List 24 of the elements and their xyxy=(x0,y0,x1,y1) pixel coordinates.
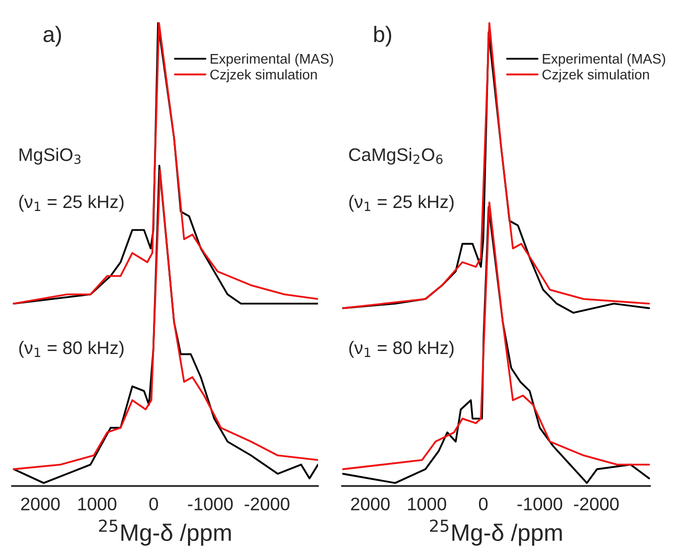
x-tick-label: 2000 xyxy=(351,498,390,510)
x-tick-label: 1000 xyxy=(408,498,446,510)
x-tick-label: 0 xyxy=(478,498,488,510)
legend-label: Czjzek simulation xyxy=(542,69,649,82)
x-tick-label: -1000 xyxy=(518,498,562,510)
x-tick-label: -2000 xyxy=(574,498,619,510)
x-tick-label: 1000 xyxy=(78,498,116,510)
annotation: (ν$_{1}$ = 80 kHz) xyxy=(349,340,454,358)
legend-label: Czjzek simulation xyxy=(210,69,317,82)
annotation: CaMgSi$_{2}$O$_{6}$ xyxy=(349,148,443,165)
x-axis-title: $^{25}$Mg-δ /ppm xyxy=(430,520,562,546)
annotation: MgSiO$_{3}$ xyxy=(20,148,80,165)
x-tick-label: 0 xyxy=(149,498,158,510)
x-axis-title: $^{25}$Mg-δ /ppm xyxy=(99,520,231,546)
annotation: b) xyxy=(374,26,392,47)
x-tick-label: -2000 xyxy=(244,498,290,510)
annotation: (ν$_{1}$ = 25 kHz) xyxy=(349,194,454,212)
annotation: a) xyxy=(44,26,61,47)
legend-label: Experimental (MAS) xyxy=(542,54,666,66)
x-tick-label: -1000 xyxy=(188,498,233,510)
annotation: (ν$_{1}$ = 25 kHz) xyxy=(19,194,124,212)
annotation: (ν$_{1}$ = 80 kHz) xyxy=(19,340,124,358)
x-tick-label: 2000 xyxy=(21,498,60,510)
legend-label: Experimental (MAS) xyxy=(210,54,334,66)
